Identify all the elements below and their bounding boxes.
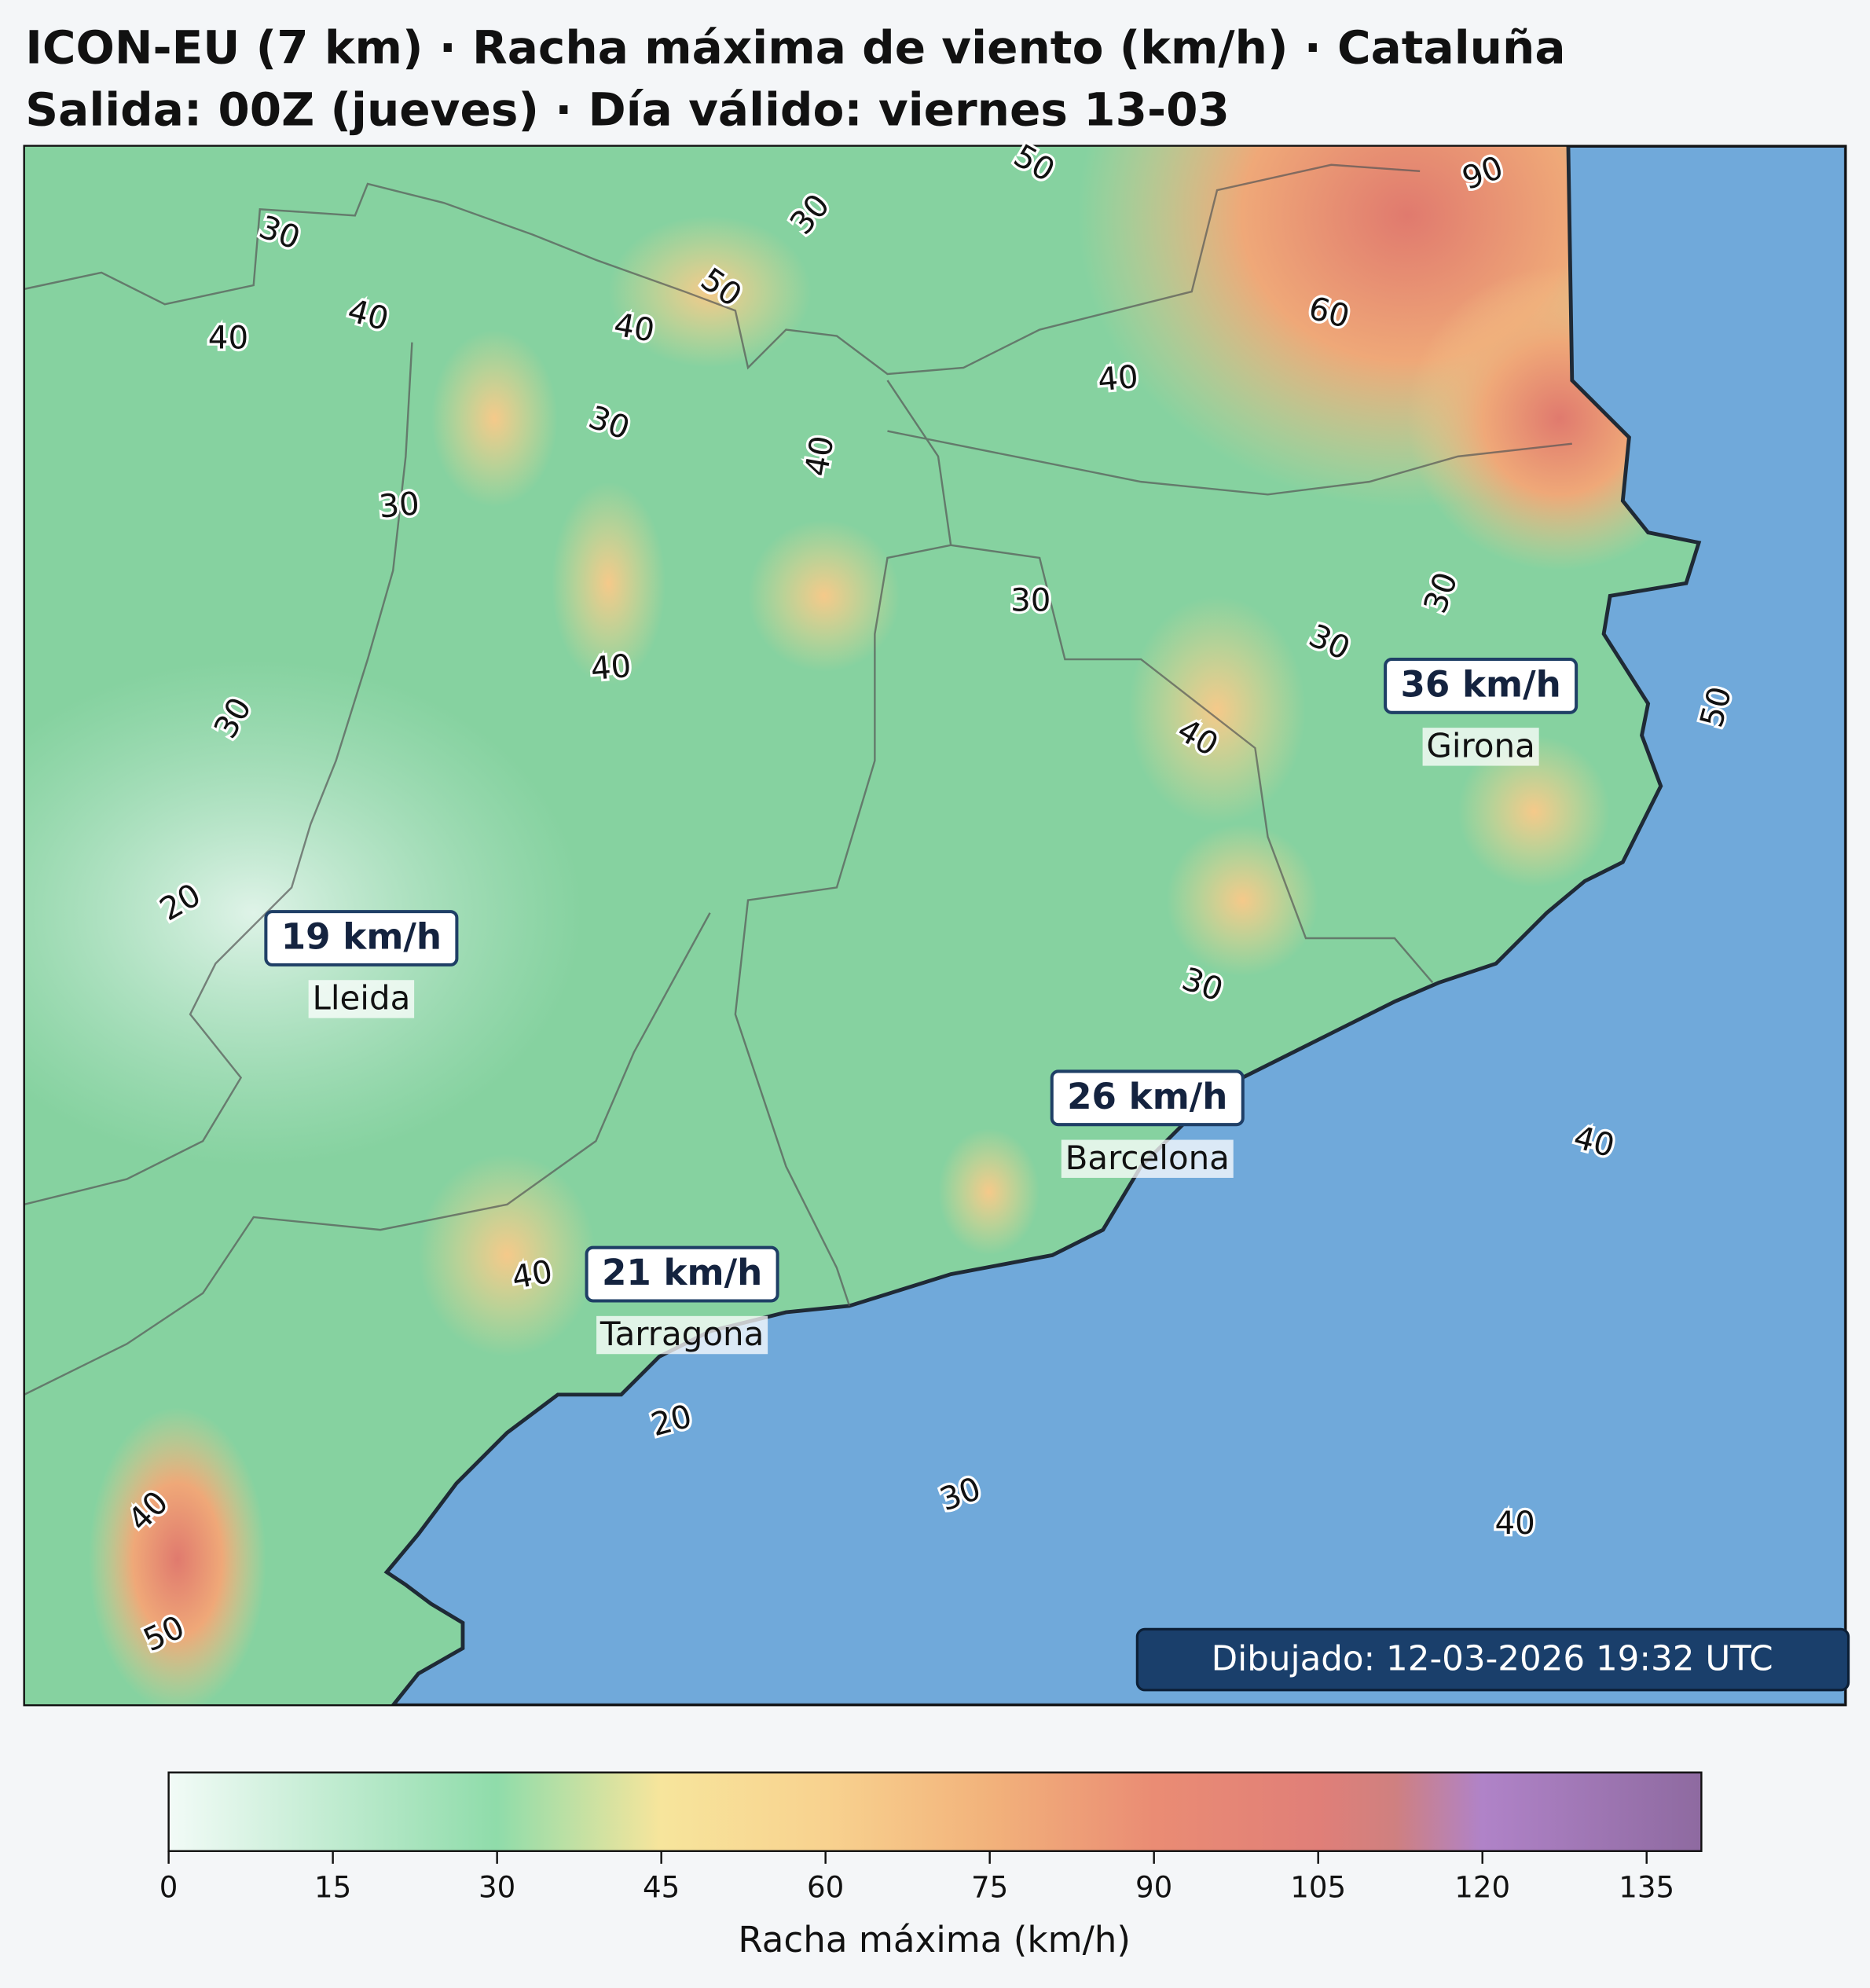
city-name: Barcelona — [1065, 1139, 1230, 1177]
contour-label: 30 — [377, 485, 420, 525]
city-value-box — [1384, 658, 1578, 714]
map-frame — [23, 145, 1847, 1707]
city-value-box — [1050, 1069, 1245, 1127]
colorbar-tick-label: 90 — [1135, 1871, 1172, 1905]
city: 26 km/h Barcelona — [1050, 1069, 1245, 1178]
city-name: Tarragona — [600, 1315, 764, 1353]
contour-label: 40 — [509, 1253, 556, 1297]
city-name: Girona — [1426, 726, 1534, 765]
contour-label: 40 — [589, 647, 632, 688]
city-name-box — [1061, 1139, 1234, 1178]
contour-label: 40 — [208, 319, 248, 356]
title: ICON-EU (7 km) · Racha máxima de viento … — [25, 21, 1565, 75]
city-name-box — [308, 980, 415, 1018]
city-value-box — [585, 1245, 779, 1303]
colorbar-tick-label: 15 — [314, 1871, 351, 1905]
city: 36 km/h Girona — [1384, 658, 1578, 766]
city-name: Lleida — [312, 979, 410, 1018]
colorbar — [167, 1771, 1703, 1852]
contour-label: 30 — [1010, 581, 1050, 618]
city: 19 km/h Lleida — [264, 910, 459, 1018]
timestamp: Dibujado: 12-03-2026 19:32 UTC — [1212, 1640, 1773, 1679]
colorbar-tick-label: 105 — [1290, 1871, 1346, 1905]
city-value: 36 km/h — [1400, 664, 1560, 706]
city-name-box — [596, 1315, 768, 1355]
colorbar-tick-label: 60 — [807, 1871, 844, 1905]
colorbar-tick-label: 135 — [1619, 1871, 1674, 1905]
colorbar-tick-label: 45 — [643, 1871, 680, 1905]
contour-label: 40 — [798, 433, 842, 479]
city: 21 km/h Tarragona — [585, 1245, 779, 1355]
map-area — [24, 145, 1846, 1706]
contour-label: 40 — [1096, 358, 1139, 398]
contour-label: 40 — [611, 306, 658, 349]
city-value: 19 km/h — [281, 916, 442, 958]
colorbar-tick-label: 120 — [1454, 1871, 1510, 1905]
timestamp-box — [1135, 1627, 1850, 1692]
colorbar-tick-label: 75 — [971, 1871, 1008, 1905]
contour-label: 40 — [1495, 1505, 1535, 1542]
city-name-box — [1422, 728, 1539, 766]
subtitle: Salida: 00Z (jueves) · Día válido: viern… — [25, 83, 1230, 137]
city-labels: 36 km/h Girona 19 km/h Lleida 26 km/h Barcelo… — [264, 658, 1578, 1355]
colorbar-label: Racha máxima (km/h) — [738, 1919, 1131, 1960]
city-value: 21 km/h — [602, 1252, 762, 1293]
city-value: 26 km/h — [1067, 1076, 1227, 1117]
city-value-box — [264, 910, 459, 966]
colorbar-tick-label: 30 — [478, 1871, 515, 1905]
colorbar-tick-label: 0 — [160, 1871, 178, 1905]
colorbar-ticks: 0 15 30 45 60 75 90 105 120 135 — [160, 1850, 1674, 1905]
